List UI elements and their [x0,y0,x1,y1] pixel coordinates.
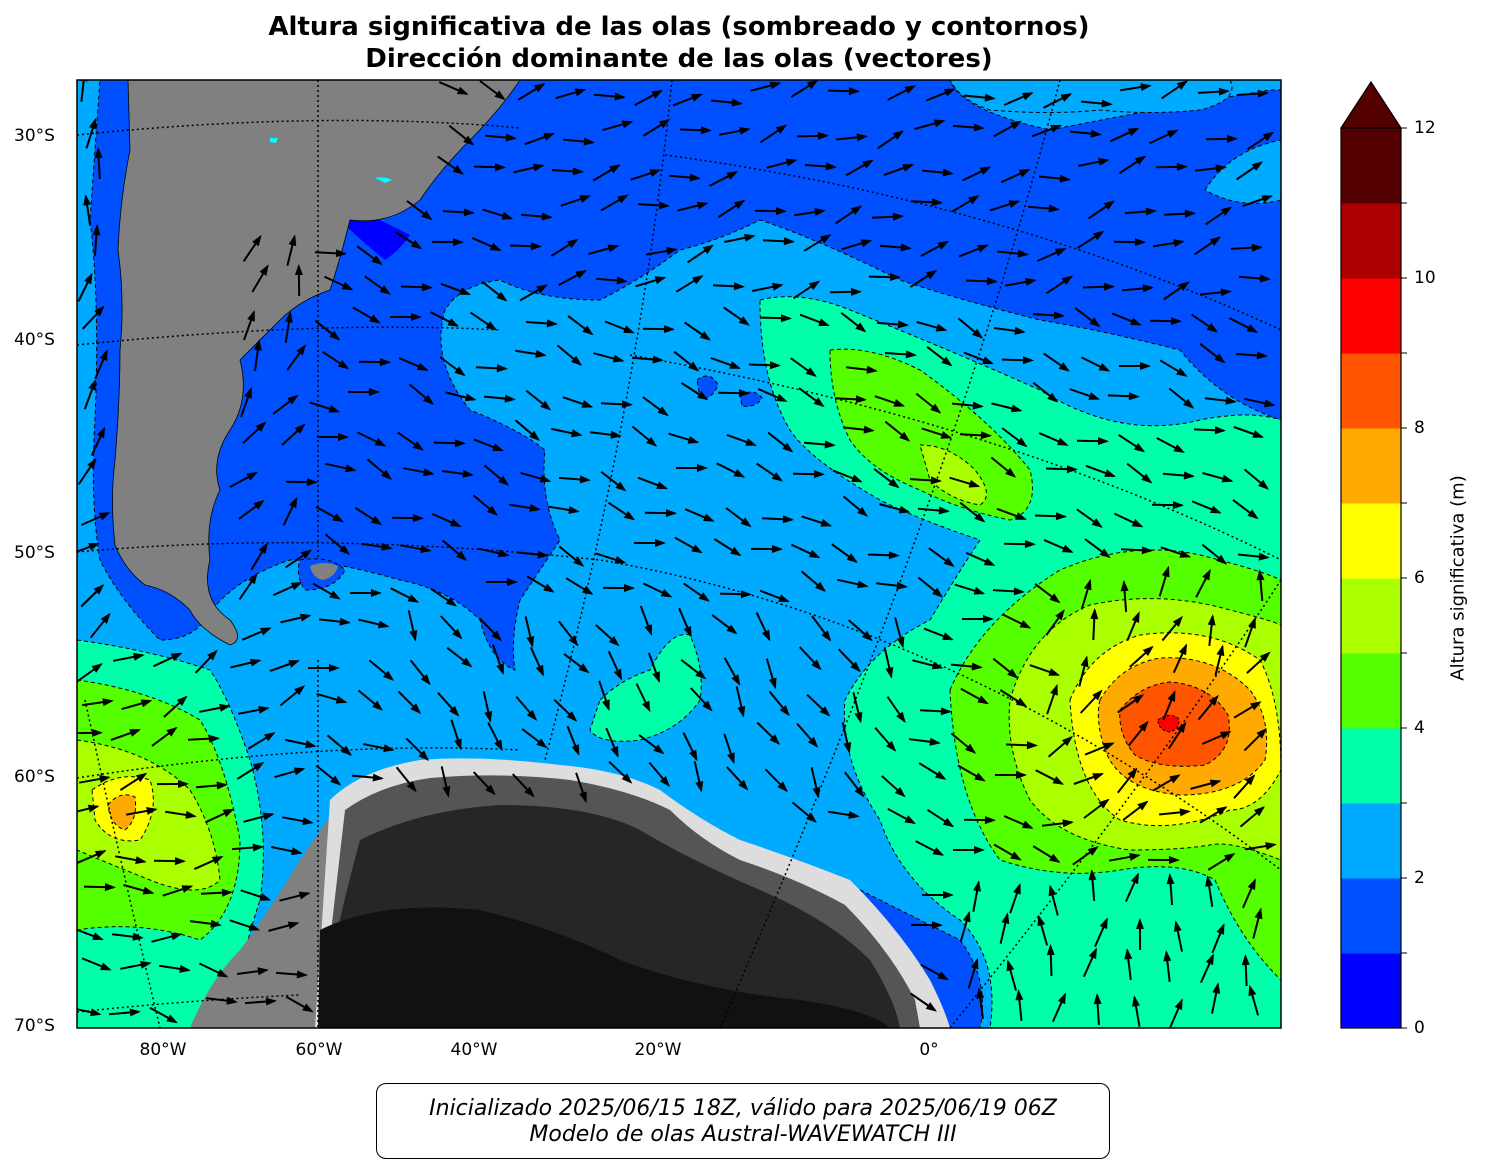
lat-tick-40s: 40°S [14,330,55,350]
colorbar-tick-12: 12 [1414,118,1436,138]
colorbar-tick-8: 8 [1414,418,1425,438]
lat-tick-30s: 30°S [14,126,55,146]
colorbar-tick-2: 2 [1414,868,1425,888]
lat-tick-60s: 60°S [14,767,55,787]
footer-info-box: Inicializado 2025/06/15 18Z, válido para… [376,1083,1110,1159]
lon-tick-20w: 20°W [635,1040,682,1060]
colorbar-label: Altura significativa (m) [1448,475,1469,680]
lat-tick-50s: 50°S [14,543,55,563]
lat-tick-70s: 70°S [14,1016,55,1036]
colorbar-tick-10: 10 [1414,268,1436,288]
colorbar-tick-0: 0 [1414,1018,1425,1038]
lon-tick-0: 0° [919,1040,938,1060]
lon-tick-40w: 40°W [451,1040,498,1060]
colorbar-tick-4: 4 [1414,718,1425,738]
lon-tick-60w: 60°W [296,1040,343,1060]
lon-tick-80w: 80°W [140,1040,187,1060]
footer-model-line: Modelo de olas Austral-WAVEWATCH III [377,1122,1109,1148]
footer-init-valid-line: Inicializado 2025/06/15 18Z, válido para… [377,1096,1109,1122]
colorbar-tick-6: 6 [1414,568,1425,588]
